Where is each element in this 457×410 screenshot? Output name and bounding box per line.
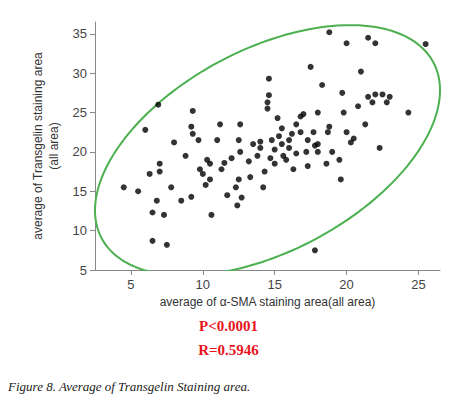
svg-text:10: 10 [73, 223, 87, 238]
svg-text:20: 20 [339, 277, 353, 292]
svg-text:25: 25 [73, 105, 87, 120]
svg-text:(all area): (all area) [47, 122, 61, 169]
svg-text:35: 35 [73, 26, 87, 41]
svg-text:15: 15 [267, 277, 281, 292]
svg-text:10: 10 [196, 277, 210, 292]
svg-text:P<0.0001: P<0.0001 [199, 318, 258, 334]
svg-text:15: 15 [73, 184, 87, 199]
svg-text:25: 25 [411, 277, 425, 292]
svg-text:5: 5 [80, 263, 87, 278]
svg-text:average of Transgelin staining: average of Transgelin staining area [31, 52, 45, 240]
svg-text:5: 5 [127, 277, 134, 292]
svg-text:30: 30 [73, 66, 87, 81]
svg-text:R=0.5946: R=0.5946 [198, 342, 259, 358]
svg-text:Figure 8. Average of Transgeli: Figure 8. Average of Transgelin Staining… [7, 379, 250, 394]
svg-text:average of α-SMA staining area: average of α-SMA staining area(all area) [160, 295, 376, 309]
svg-text:20: 20 [73, 144, 87, 159]
